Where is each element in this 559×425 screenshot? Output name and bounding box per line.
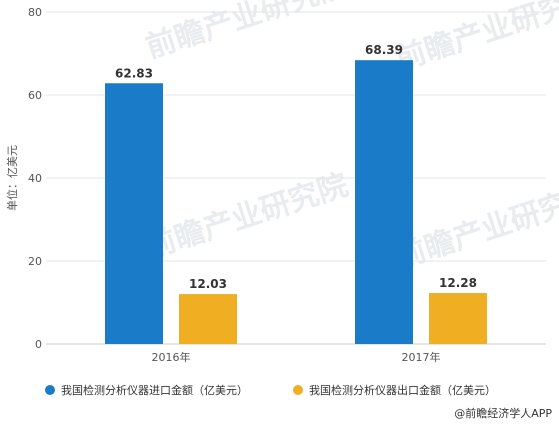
y-axis-ticks: 0 20 40 60 80 (28, 6, 42, 351)
x-axis-ticks: 2016年 2017年 (152, 350, 441, 364)
legend-marker-0 (45, 385, 55, 395)
y-tick-label-3: 60 (28, 89, 42, 102)
data-label-series0-1: 68.39 (365, 43, 403, 57)
bar-series1-1 (429, 293, 487, 344)
x-tick-label-1: 2017年 (402, 350, 441, 364)
y-tick-label-0: 0 (35, 338, 42, 351)
bar-series1-0 (179, 294, 237, 344)
y-tick-label-4: 80 (28, 6, 42, 19)
data-label-series0-0: 62.83 (115, 66, 153, 80)
y-tick-label-2: 40 (28, 172, 42, 185)
legend: 我国检测分析仪器进口金额（亿美元） 我国检测分析仪器出口金额（亿美元） (45, 383, 496, 397)
bar-series (105, 60, 487, 345)
data-label-series1-1: 12.28 (439, 276, 477, 290)
data-label-series1-0: 12.03 (189, 277, 227, 291)
x-tick-label-0: 2016年 (152, 350, 191, 364)
y-axis-title: 单位：亿美元 (5, 145, 19, 211)
bar-series0-1 (355, 60, 413, 345)
watermark-logo-2: 前瞻产业研究院 (142, 167, 353, 265)
data-labels: 62.83 12.03 68.39 12.28 (115, 43, 477, 291)
legend-label-1: 我国检测分析仪器出口金额（亿美元） (309, 383, 496, 397)
y-tick-label-1: 20 (28, 255, 42, 268)
source-credit: @前瞻经济学人APP (454, 406, 552, 420)
legend-label-0: 我国检测分析仪器进口金额（亿美元） (61, 383, 248, 397)
legend-marker-1 (293, 385, 303, 395)
watermark-logo-0: 前瞻产业研究院 (142, 0, 353, 66)
bar-series0-0 (105, 83, 163, 345)
